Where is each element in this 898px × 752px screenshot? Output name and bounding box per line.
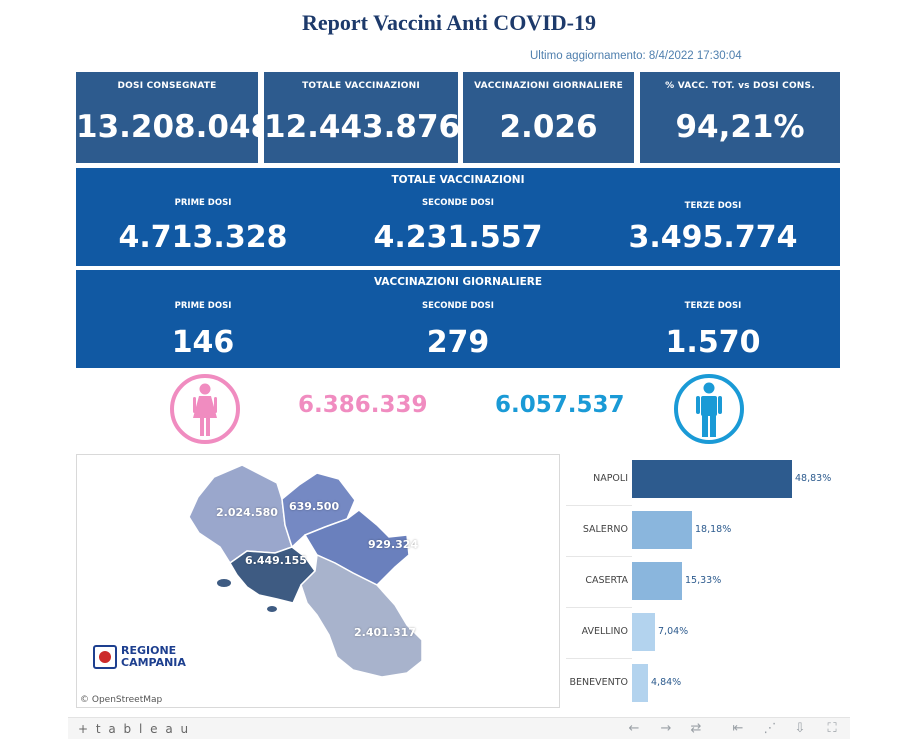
bar-category-label: BENEVENTO [569, 677, 628, 688]
col-value: 146 [171, 325, 235, 360]
download-icon[interactable]: ⇩ [794, 721, 806, 736]
bar-value-label: 15,33% [685, 575, 722, 586]
giornaliere-seconde-dosi[interactable]: SECONDE DOSI 279 [331, 301, 585, 360]
kpi-totale-vaccinazioni[interactable]: TOTALE VACCINAZIONI 12.443.876 [264, 72, 461, 163]
col-label: SECONDE DOSI [422, 198, 494, 208]
bar-value-label: 7,04% [658, 626, 689, 637]
vaccinazioni-giornaliere-panel: VACCINAZIONI GIORNALIERE PRIME DOSI 146 … [76, 270, 840, 368]
bar-value-label: 48,83% [795, 473, 832, 484]
col-label: TERZE DOSI [684, 301, 742, 311]
kpi-percent-vacc[interactable]: % VACC. TOT. vs DOSI CONS. 94,21% [640, 72, 840, 163]
bar-caserta[interactable] [632, 562, 682, 600]
col-label: TERZE DOSI [684, 201, 742, 211]
regione-emblem-icon [93, 645, 117, 669]
map-label-benevento: 639.500 [289, 500, 340, 513]
bar-category-label: CASERTA [585, 575, 628, 586]
map-label-avellino: 929.324 [368, 538, 419, 551]
panel-title: VACCINAZIONI GIORNALIERE [373, 276, 543, 288]
totali-terze-dosi[interactable]: TERZE DOSI 3.495.774 [586, 201, 840, 255]
row-divider [566, 556, 632, 557]
panel-title: TOTALE VACCINAZIONI [391, 174, 525, 186]
bar-row-salerno[interactable]: SALERNO 18,18% [566, 511, 840, 549]
undo-icon[interactable]: ← [628, 721, 640, 736]
tableau-toolbar: + t a b l e a u ← → ⇄ ⇤ ⋰ ⇩ ⛶ [68, 717, 850, 739]
row-divider [566, 505, 632, 506]
bar-value-label: 4,84% [651, 677, 682, 688]
kpi-label: TOTALE VACCINAZIONI [302, 81, 420, 91]
last-updated: Ultimo aggiornamento: 8/4/2022 17:30:04 [530, 50, 742, 62]
redo-icon[interactable]: → [660, 721, 672, 736]
totali-seconde-dosi[interactable]: SECONDE DOSI 4.231.557 [331, 198, 585, 255]
kpi-value: 94,21% [675, 109, 805, 145]
logo-line-2: CAMPANIA [121, 656, 186, 669]
female-person-icon [170, 374, 240, 444]
col-value: 279 [426, 325, 490, 360]
bar-category-label: SALERNO [582, 524, 628, 535]
col-value: 1.570 [665, 325, 761, 360]
province-bar-chart: NAPOLI 48,83% SALERNO 18,18% CASERTA 15,33% AV… [566, 454, 840, 708]
male-count: 6.057.537 [495, 392, 625, 418]
bar-avellino[interactable] [632, 613, 655, 651]
col-value: 3.495.774 [628, 220, 798, 255]
col-label: SECONDE DOSI [422, 301, 494, 311]
col-label: PRIME DOSI [174, 198, 232, 208]
report-title: Report Vaccini Anti COVID-19 [302, 10, 596, 35]
kpi-value: 2.026 [499, 109, 598, 145]
giornaliere-prime-dosi[interactable]: PRIME DOSI 146 [76, 301, 330, 360]
kpi-label: DOSI CONSEGNATE [117, 81, 217, 91]
kpi-label: % VACC. TOT. vs DOSI CONS. [665, 81, 815, 91]
map-province-avellino[interactable] [303, 509, 410, 586]
bar-value-label: 18,18% [695, 524, 732, 535]
map-attribution[interactable]: © OpenStreetMap [80, 695, 163, 705]
revert-icon[interactable]: ⇄ [690, 721, 702, 736]
bar-category-label: AVELLINO [581, 626, 628, 637]
bar-napoli[interactable] [632, 460, 792, 498]
kpi-value: 12.443.876 [264, 109, 461, 145]
regione-campania-logo: REGIONE CAMPANIA [93, 645, 186, 669]
bar-row-benevento[interactable]: BENEVENTO 4,84% [566, 664, 840, 702]
tableau-logo[interactable]: + t a b l e a u [78, 722, 191, 736]
totale-vaccinazioni-panel: TOTALE VACCINAZIONI PRIME DOSI 4.713.328… [76, 168, 840, 266]
female-count: 6.386.339 [298, 392, 428, 418]
bar-salerno[interactable] [632, 511, 692, 549]
kpi-value: 13.208.048 [76, 109, 273, 145]
bar-benevento[interactable] [632, 664, 648, 702]
totali-prime-dosi[interactable]: PRIME DOSI 4.713.328 [76, 198, 330, 255]
map-label-salerno: 2.401.317 [354, 626, 416, 639]
male-person-icon [674, 374, 744, 444]
bar-category-label: NAPOLI [593, 473, 628, 484]
kpi-vaccinazioni-giornaliere[interactable]: VACCINAZIONI GIORNALIERE 2.026 [463, 72, 634, 163]
kpi-label: VACCINAZIONI GIORNALIERE [474, 81, 623, 91]
reset-icon[interactable]: ⇤ [732, 721, 744, 736]
campania-map[interactable]: 2.024.580 639.500 929.324 6.449.155 2.40… [76, 454, 560, 708]
giornaliere-terze-dosi[interactable]: TERZE DOSI 1.570 [586, 301, 840, 360]
logo-line-1: REGIONE [121, 644, 177, 657]
map-label-caserta: 2.024.580 [216, 506, 278, 519]
col-label: PRIME DOSI [174, 301, 232, 311]
row-divider [566, 658, 632, 659]
kpi-dosi-consegnate[interactable]: DOSI CONSEGNATE 13.208.048 [76, 72, 273, 163]
col-value: 4.713.328 [118, 220, 288, 255]
col-value: 4.231.557 [373, 220, 543, 255]
row-divider [566, 607, 632, 608]
bar-row-napoli[interactable]: NAPOLI 48,83% [566, 460, 840, 498]
map-province-salerno[interactable] [300, 553, 423, 678]
map-label-napoli: 6.449.155 [245, 554, 307, 567]
fullscreen-icon[interactable]: ⛶ [827, 721, 837, 736]
share-icon[interactable]: ⋰ [763, 721, 777, 736]
bar-row-avellino[interactable]: AVELLINO 7,04% [566, 613, 840, 651]
bar-row-caserta[interactable]: CASERTA 15,33% [566, 562, 840, 600]
